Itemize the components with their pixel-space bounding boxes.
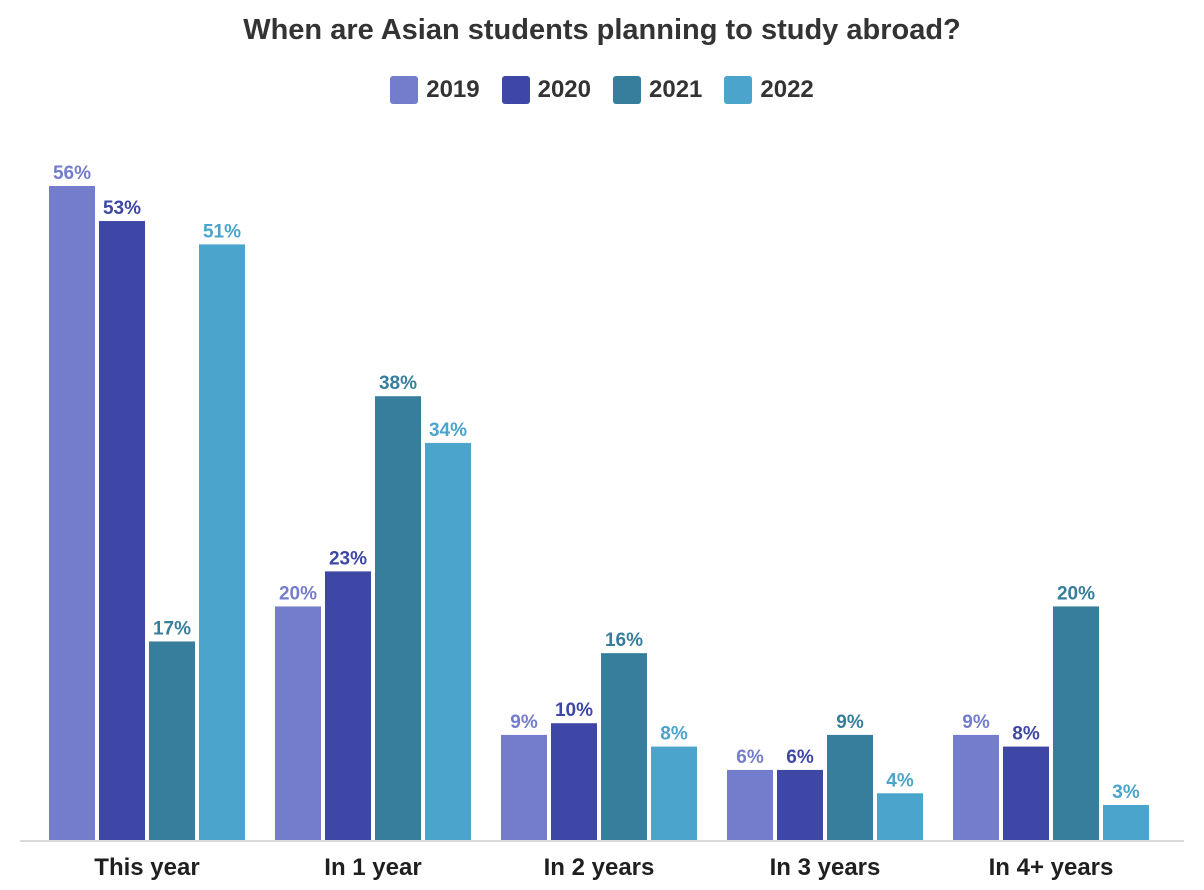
legend-item-2020: 2020: [501, 76, 591, 104]
data-label: 53%: [103, 198, 141, 219]
data-label: 23%: [329, 548, 367, 569]
data-label: 6%: [786, 747, 814, 768]
bar-2022-1: [425, 442, 471, 840]
data-label: 9%: [836, 712, 864, 733]
data-label: 9%: [962, 712, 990, 733]
x-tick-label: In 2 years: [544, 854, 655, 881]
bar-2020-1: [325, 571, 371, 840]
bar-2020-4: [1003, 746, 1049, 840]
x-tick-label: This year: [94, 854, 199, 881]
x-tick-label: In 1 year: [324, 854, 421, 881]
bar-2021-4: [1053, 606, 1099, 840]
legend-item-2022: 2022: [724, 76, 814, 104]
data-label: 17%: [153, 618, 191, 639]
data-label: 20%: [279, 583, 317, 604]
legend-swatch: [390, 76, 419, 104]
bar-2019-1: [275, 606, 321, 840]
x-tick-label: In 3 years: [770, 854, 881, 881]
bar-2019-3: [727, 769, 773, 840]
data-label: 9%: [510, 712, 538, 733]
bar-2022-4: [1103, 804, 1149, 840]
data-label: 20%: [1057, 583, 1095, 604]
bar-2021-3: [827, 734, 873, 840]
legend: 2019 2020 2021 2022: [0, 76, 1204, 104]
bar-2021-1: [375, 396, 421, 840]
data-label: 56%: [53, 163, 91, 184]
legend-item-2021: 2021: [613, 76, 702, 104]
data-label: 38%: [379, 373, 417, 394]
bar-2020-2: [551, 723, 597, 840]
legend-label: 2021: [649, 76, 703, 103]
data-label: 51%: [203, 221, 241, 242]
bar-2019-4: [953, 734, 999, 840]
bar-2022-3: [877, 793, 923, 840]
data-label: 6%: [736, 747, 764, 768]
chart-title: When are Asian students planning to stud…: [243, 14, 961, 46]
bar-2019-2: [501, 734, 547, 840]
data-label: 8%: [660, 724, 688, 745]
bar-2022-0: [199, 244, 245, 841]
bar-2021-2: [601, 653, 647, 840]
bar-2019-0: [49, 186, 95, 840]
legend-label: 2020: [537, 76, 591, 103]
legend-swatch: [724, 76, 753, 104]
legend-label: 2019: [426, 76, 480, 103]
data-label: 8%: [1012, 724, 1040, 745]
bar-2022-2: [651, 746, 697, 840]
bar-2020-3: [777, 769, 823, 840]
legend-item-2019: 2019: [390, 76, 480, 104]
bar-2021-0: [149, 641, 195, 840]
data-label: 10%: [555, 700, 593, 721]
data-label: 16%: [605, 630, 643, 651]
legend-label: 2022: [760, 76, 814, 103]
legend-swatch: [613, 76, 641, 104]
data-label: 3%: [1112, 782, 1140, 803]
data-label: 34%: [429, 420, 467, 441]
x-tick-label: In 4+ years: [989, 854, 1114, 881]
legend-swatch: [501, 76, 530, 104]
data-label: 4%: [886, 770, 914, 791]
bar-2020-0: [99, 221, 145, 841]
